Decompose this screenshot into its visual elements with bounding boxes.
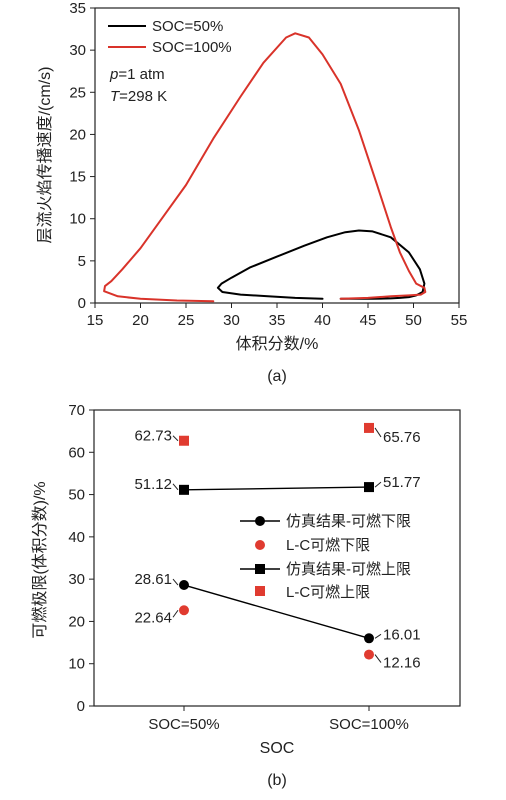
- plot-a-xtick-label: 50: [405, 312, 422, 329]
- point-sim-lower: [179, 580, 189, 591]
- plot-b-xtick-label: SOC=50%: [148, 716, 219, 733]
- point-sim-lower: [364, 633, 374, 644]
- data-label-leader: [374, 427, 382, 438]
- plot-a-ytick-label: 20: [69, 126, 86, 143]
- point-sim-upper: [364, 482, 374, 493]
- condition-temperature-value: =298 K: [119, 88, 167, 105]
- legend-b-label-lc-lower: L-C可燃下限: [286, 536, 370, 554]
- legend-b-label-sim-upper: 仿真结果-可燃上限: [286, 560, 411, 578]
- panel-b-chart: 0 10 20 30 40 50 60 70 SOC=50% SOC=100% 28.61 16.0…: [31, 402, 461, 789]
- point-lc-upper: [179, 435, 189, 446]
- plot-b-ytick-label: 30: [68, 571, 85, 588]
- plot-a-frame: [94, 7, 460, 304]
- point-lc-lower: [179, 605, 189, 616]
- plot-a-xtick-label: 15: [87, 312, 104, 329]
- data-label-sim-lower: 28.61: [134, 571, 172, 588]
- plot-a-series: [103, 32, 427, 303]
- plot-b-series: 28.61 16.01 22.64 12.16 51.12 51.77 62.73 65.76: [134, 422, 421, 672]
- plot-b-ytick-label: 0: [77, 698, 85, 715]
- data-label-leader: [172, 435, 179, 442]
- data-label-leader: [172, 578, 179, 586]
- data-label-sim-upper: 51.12: [134, 476, 172, 493]
- series-line-soc100: [103, 32, 427, 303]
- plot-a-ytick-label: 25: [69, 84, 86, 101]
- plot-a-xlabel: 体积分数/%: [236, 335, 319, 353]
- data-label-lc-upper: 62.73: [134, 428, 172, 445]
- legend-b-marker-sim-upper: [255, 564, 265, 574]
- plot-a-xtick-label: 40: [314, 312, 331, 329]
- plot-b-xlabel: SOC: [260, 740, 295, 757]
- data-label-leader: [172, 609, 179, 618]
- condition-pressure-symbol: p: [109, 66, 118, 83]
- plot-a-xtick-label: 30: [223, 312, 240, 329]
- plot-b-legend: 仿真结果-可燃下限 L-C可燃下限 仿真结果-可燃上限 L-C可燃上限: [240, 512, 411, 601]
- legend-b-marker-lc-upper: [255, 586, 265, 596]
- point-lc-upper: [364, 422, 374, 433]
- legend-b-label-sim-lower: 仿真结果-可燃下限: [286, 512, 411, 530]
- data-label-lc-upper: 65.76: [383, 429, 421, 446]
- plot-a-xtick-label: 55: [451, 312, 468, 329]
- plot-a-ytick-label: 0: [78, 295, 86, 312]
- data-label-lc-lower: 22.64: [134, 609, 172, 626]
- legend-b-label-lc-upper: L-C可燃上限: [286, 583, 370, 601]
- plot-b-ytick-label: 70: [68, 402, 85, 419]
- plot-a-panel-label: (a): [267, 368, 287, 385]
- data-label-sim-upper: 51.77: [383, 474, 421, 491]
- plot-a-xtick-label: 35: [269, 312, 286, 329]
- plot-b-frame: [93, 409, 461, 707]
- data-label-leader: [172, 483, 179, 491]
- plot-a-ytick-label: 30: [69, 42, 86, 59]
- series-line-sim-upper: [183, 486, 370, 491]
- plot-a-xtick-label: 20: [132, 312, 149, 329]
- series-line-soc50: [216, 229, 426, 300]
- plot-a-ytick-label: 5: [78, 253, 86, 270]
- legend-b-marker-lc-lower: [255, 540, 265, 550]
- plot-b-ylabel: 可燃极限(体积分数)/%: [31, 481, 49, 638]
- legend-a-label-soc50: SOC=50%: [152, 18, 223, 35]
- plot-a-ylabel: 层流火焰传播速度/(cm/s): [36, 67, 54, 244]
- condition-temperature: T=298 K: [110, 88, 167, 105]
- condition-pressure: p=1 atm: [109, 66, 165, 83]
- condition-pressure-value: =1 atm: [118, 66, 164, 83]
- point-lc-lower: [364, 649, 374, 660]
- series-line-sim-lower: [183, 584, 370, 639]
- plot-a-xtick-label: 45: [360, 312, 377, 329]
- plot-a-ytick-label: 15: [69, 169, 86, 186]
- plot-b-ticks: 0 10 20 30 40 50 60 70 SOC=50% SOC=100%: [68, 402, 409, 733]
- condition-temperature-symbol: T: [110, 88, 121, 105]
- data-label-sim-lower: 16.01: [383, 626, 421, 643]
- data-label-leader: [374, 654, 382, 663]
- data-label-leader: [374, 633, 382, 639]
- plot-b-ytick-label: 50: [68, 487, 85, 504]
- point-sim-upper: [179, 484, 189, 495]
- plot-a-ytick-label: 10: [69, 211, 86, 228]
- plot-b-ytick-label: 20: [68, 613, 85, 630]
- data-label-lc-lower: 12.16: [383, 655, 421, 672]
- plot-b-ytick-label: 40: [68, 529, 85, 546]
- data-label-leader: [374, 481, 382, 488]
- legend-b-marker-sim-lower: [255, 516, 265, 526]
- plot-a-xtick-label: 25: [178, 312, 195, 329]
- plot-b-xtick-label: SOC=100%: [329, 716, 409, 733]
- plot-b-ytick-label: 10: [68, 656, 85, 673]
- panel-a-chart: 15 20 25 30 35 40 45 50 55 0 5 10 15 20 25 30 35 SOC=50%…: [36, 0, 467, 385]
- plot-a-ytick-label: 35: [69, 0, 86, 17]
- plot-a-legend: SOC=50% SOC=100%: [108, 18, 232, 56]
- plot-a-ticks: 15 20 25 30 35 40 45 50 55 0 5 10 15 20 25 30 35: [69, 0, 467, 329]
- plot-b-panel-label: (b): [267, 772, 287, 789]
- plot-b-ytick-label: 60: [68, 444, 85, 461]
- legend-a-label-soc100: SOC=100%: [152, 39, 232, 56]
